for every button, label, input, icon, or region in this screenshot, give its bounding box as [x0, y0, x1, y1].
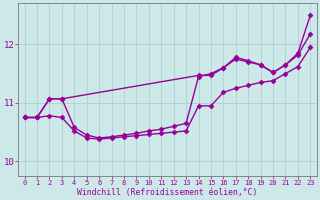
X-axis label: Windchill (Refroidissement éolien,°C): Windchill (Refroidissement éolien,°C) — [77, 188, 258, 197]
